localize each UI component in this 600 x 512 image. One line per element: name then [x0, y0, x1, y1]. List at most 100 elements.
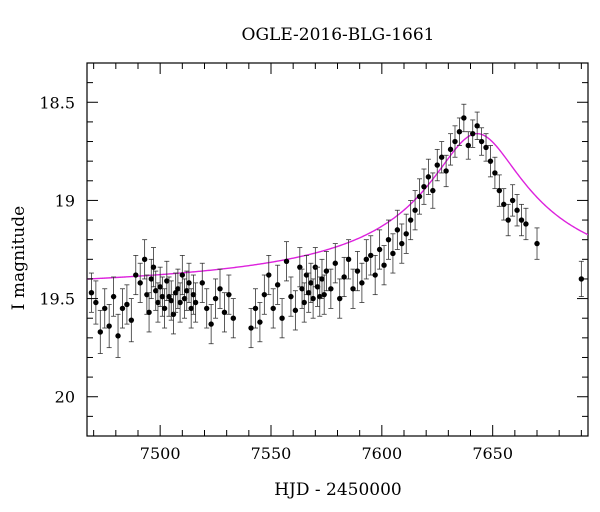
data-point	[321, 291, 327, 298]
tick-layer: 7500 7550 7600 7650 18.5 19 19.5 20	[39, 63, 588, 463]
data-point	[403, 231, 409, 237]
data-point	[416, 193, 423, 200]
data-point	[434, 162, 440, 168]
data-point	[314, 284, 321, 290]
data-point	[274, 282, 281, 288]
data-point	[299, 286, 305, 292]
data-point	[279, 315, 285, 321]
data-point	[501, 201, 507, 208]
data-point	[288, 293, 294, 300]
data-point	[372, 272, 378, 278]
data-point	[447, 146, 454, 153]
data-point	[157, 284, 163, 290]
data-point	[106, 323, 112, 329]
data-point	[407, 217, 414, 223]
x-tick-label: 7550	[251, 444, 292, 463]
data-point	[578, 276, 585, 282]
data-point	[492, 170, 498, 176]
y-tick-label: 20	[55, 388, 75, 407]
x-axis-label: HJD - 2450000	[274, 480, 402, 500]
x-tick-label: 7650	[472, 444, 513, 463]
y-tick-label: 18.5	[39, 93, 75, 112]
plot-area	[86, 62, 589, 437]
data-point	[443, 168, 449, 174]
data-point	[230, 315, 237, 321]
data-point	[164, 278, 170, 284]
data-point	[483, 144, 489, 151]
data-point	[102, 305, 108, 312]
data-point	[153, 288, 159, 294]
data-layer	[87, 103, 588, 358]
data-point	[226, 291, 232, 298]
x-tick-label: 7600	[361, 444, 402, 463]
data-point	[303, 272, 310, 278]
data-point	[381, 262, 387, 268]
data-point	[385, 236, 392, 243]
data-point	[461, 115, 467, 121]
data-point	[487, 158, 494, 164]
data-point	[308, 280, 314, 286]
data-point	[394, 227, 401, 233]
data-point	[124, 301, 130, 308]
data-point	[337, 295, 343, 302]
data-point	[523, 221, 529, 227]
chart-title: OGLE-2016-BLG-1661	[242, 25, 435, 45]
plot-frame	[86, 62, 589, 437]
data-point	[332, 260, 338, 266]
data-point	[452, 138, 458, 145]
data-point	[301, 299, 307, 306]
data-point	[376, 246, 383, 253]
data-point	[110, 293, 117, 300]
data-point	[425, 174, 432, 180]
data-point	[199, 280, 205, 286]
data-point	[305, 289, 312, 296]
data-point	[474, 123, 480, 129]
data-point	[534, 240, 540, 247]
data-point	[363, 256, 370, 263]
data-point	[292, 307, 299, 314]
data-point	[119, 305, 126, 312]
data-point	[412, 207, 418, 213]
data-point	[144, 291, 150, 298]
data-point	[496, 187, 503, 194]
data-point	[170, 311, 177, 317]
data-point	[159, 293, 166, 300]
data-point	[261, 291, 268, 298]
data-point	[148, 276, 154, 282]
data-point	[421, 183, 427, 190]
data-point	[97, 329, 104, 335]
data-point	[509, 197, 516, 204]
data-point	[297, 264, 303, 270]
data-point	[478, 138, 485, 145]
data-point	[217, 286, 223, 292]
data-point	[328, 286, 334, 292]
data-point	[150, 264, 157, 270]
y-tick-label: 19	[55, 191, 75, 210]
data-point	[345, 256, 352, 263]
data-point	[190, 291, 197, 298]
data-point	[93, 299, 99, 306]
data-point	[430, 187, 436, 194]
model-curve	[87, 132, 588, 280]
data-point	[341, 274, 347, 280]
data-point	[192, 299, 199, 306]
data-point	[350, 286, 356, 292]
data-point	[188, 305, 194, 312]
data-point	[115, 333, 121, 339]
data-point	[323, 268, 330, 274]
data-point	[390, 250, 396, 257]
data-point	[175, 286, 181, 292]
data-point	[155, 299, 161, 306]
data-point	[354, 268, 361, 274]
data-point	[88, 289, 95, 296]
data-point	[181, 295, 188, 302]
data-point	[133, 272, 139, 278]
data-point	[128, 317, 135, 323]
data-point	[465, 142, 471, 149]
data-point	[161, 305, 168, 312]
data-point	[505, 217, 511, 223]
data-point	[319, 276, 325, 282]
data-point	[518, 217, 525, 223]
data-point	[137, 280, 143, 286]
data-point	[204, 305, 210, 312]
